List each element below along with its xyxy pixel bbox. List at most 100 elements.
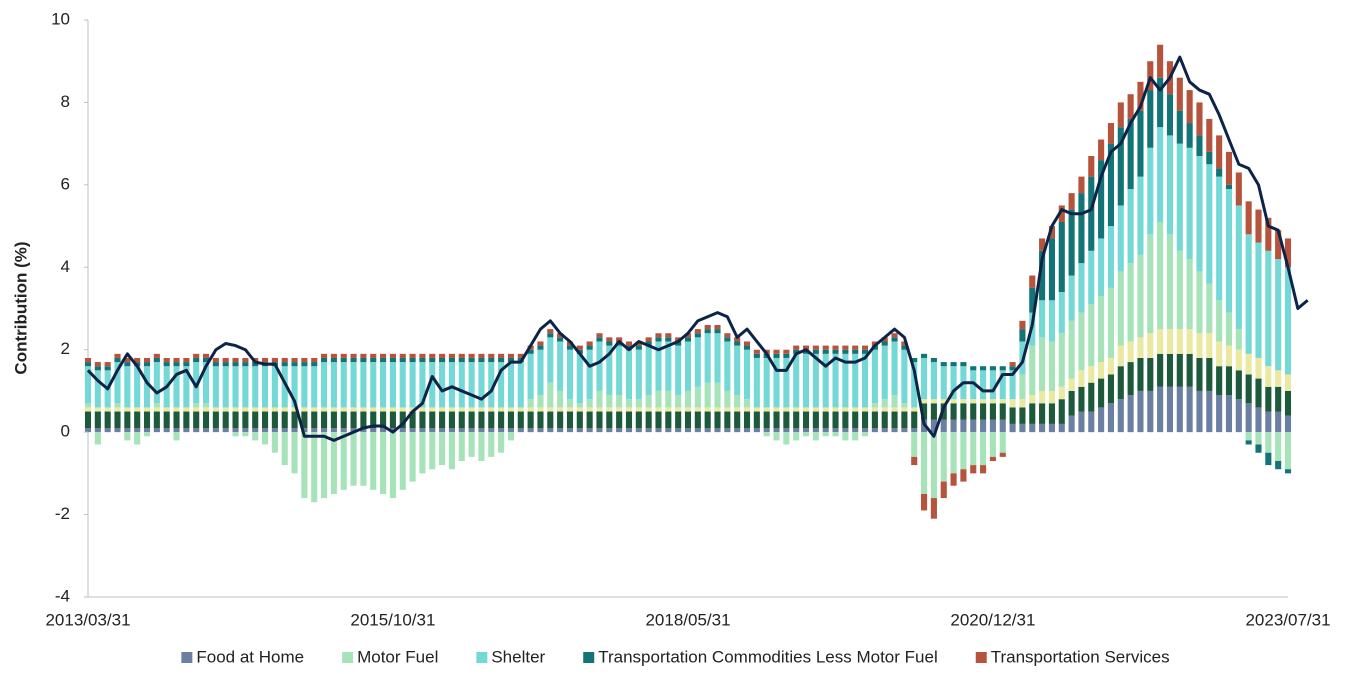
bar-segment — [635, 411, 642, 429]
bar-segment — [980, 432, 987, 466]
bar-segment — [84, 411, 92, 429]
bar-segment — [409, 411, 416, 429]
bar-segment — [1048, 403, 1055, 424]
bar-segment — [783, 357, 790, 408]
bar-segment — [1127, 118, 1134, 189]
bar-segment — [153, 407, 160, 412]
bar-segment — [1088, 366, 1095, 383]
bar-segment — [655, 411, 662, 429]
bar-segment — [665, 341, 672, 391]
bar-segment — [1058, 205, 1065, 222]
bar-segment — [252, 432, 259, 441]
bar-segment — [409, 407, 416, 412]
bar-segment — [842, 411, 849, 429]
bar-segment — [242, 357, 249, 363]
bar-segment — [124, 407, 131, 412]
bar-segment — [1255, 209, 1262, 243]
bar-segment — [1009, 423, 1016, 433]
bar-segment — [202, 353, 210, 358]
bar-segment — [1245, 234, 1252, 354]
bar-segment — [694, 386, 701, 408]
bar-segment — [301, 362, 308, 367]
bar-segment — [439, 432, 446, 466]
bar-segment — [1265, 411, 1272, 433]
bar-segment — [134, 366, 141, 408]
bar-segment — [802, 407, 810, 412]
bar-segment — [429, 353, 436, 358]
bar-segment — [301, 357, 308, 363]
bar-segment — [802, 428, 810, 433]
bar-segment — [665, 407, 672, 412]
legend-item: Transportation Services — [975, 647, 1170, 666]
bar-segment — [1117, 127, 1124, 206]
bar-segment — [930, 498, 937, 519]
bar-segment — [1107, 226, 1114, 288]
bar-segment — [1157, 386, 1164, 433]
bar-segment — [94, 428, 101, 433]
bar-segment — [143, 366, 151, 408]
bar-segment — [832, 411, 839, 429]
bar-segment — [202, 357, 210, 363]
bar-segment — [419, 407, 426, 412]
bar-segment — [852, 428, 859, 433]
bar-segment — [212, 428, 219, 433]
bar-segment — [114, 428, 121, 433]
x-tick-label: 2015/10/31 — [350, 610, 435, 629]
bar-segment — [684, 407, 692, 412]
bar-segment — [478, 407, 485, 412]
bar-segment — [340, 432, 347, 490]
bar-segment — [1245, 374, 1252, 404]
bar-segment — [606, 407, 613, 412]
bar-segment — [596, 333, 603, 338]
bar-segment — [802, 432, 810, 437]
bar-segment — [1009, 362, 1016, 367]
bar-segment — [694, 337, 701, 387]
bar-segment — [645, 395, 652, 408]
bar-segment — [242, 362, 249, 367]
bar-segment — [763, 411, 770, 429]
bar-segment — [891, 411, 898, 429]
x-tick-label: 2023/07/31 — [1245, 610, 1330, 629]
bar-segment — [930, 357, 937, 363]
bar-segment — [1284, 432, 1292, 470]
bar-segment — [655, 337, 662, 342]
bar-segment — [281, 357, 288, 363]
bar-segment — [1147, 390, 1154, 433]
bar-segment — [498, 428, 505, 433]
bar-segment — [419, 362, 426, 408]
bar-segment — [694, 411, 701, 429]
bar-segment — [862, 345, 869, 350]
bar-segment — [173, 407, 180, 412]
bar-segment — [822, 428, 829, 433]
bar-segment — [812, 407, 819, 412]
bar-segment — [1098, 139, 1105, 161]
bar-segment — [566, 407, 574, 412]
bar-segment — [665, 333, 672, 338]
bar-segment — [271, 366, 278, 408]
bar-segment — [596, 341, 603, 391]
legend-swatch — [342, 652, 354, 663]
bar-segment — [1225, 188, 1233, 313]
bar-segment — [1107, 123, 1114, 144]
bar-segment — [1088, 176, 1095, 251]
bar-segment — [940, 366, 947, 400]
bar-segment — [134, 428, 141, 433]
bar-segment — [1029, 403, 1036, 424]
bar-segment — [321, 357, 328, 363]
bar-segment — [321, 407, 328, 412]
bar-segment — [84, 362, 92, 367]
bar-segment — [694, 428, 701, 433]
bar-segment — [1117, 205, 1124, 272]
bar-segment — [1206, 118, 1213, 152]
bar-segment — [724, 428, 731, 433]
bar-segment — [901, 411, 908, 429]
bar-segment — [399, 353, 406, 358]
bar-segment — [911, 362, 918, 408]
bar-segment — [321, 362, 328, 408]
bar-segment — [1225, 151, 1233, 185]
bar-segment — [1078, 386, 1085, 412]
bar-segment — [635, 428, 642, 433]
bar-segment — [389, 432, 396, 499]
bar-segment — [862, 353, 869, 408]
bar-segment — [340, 428, 347, 433]
